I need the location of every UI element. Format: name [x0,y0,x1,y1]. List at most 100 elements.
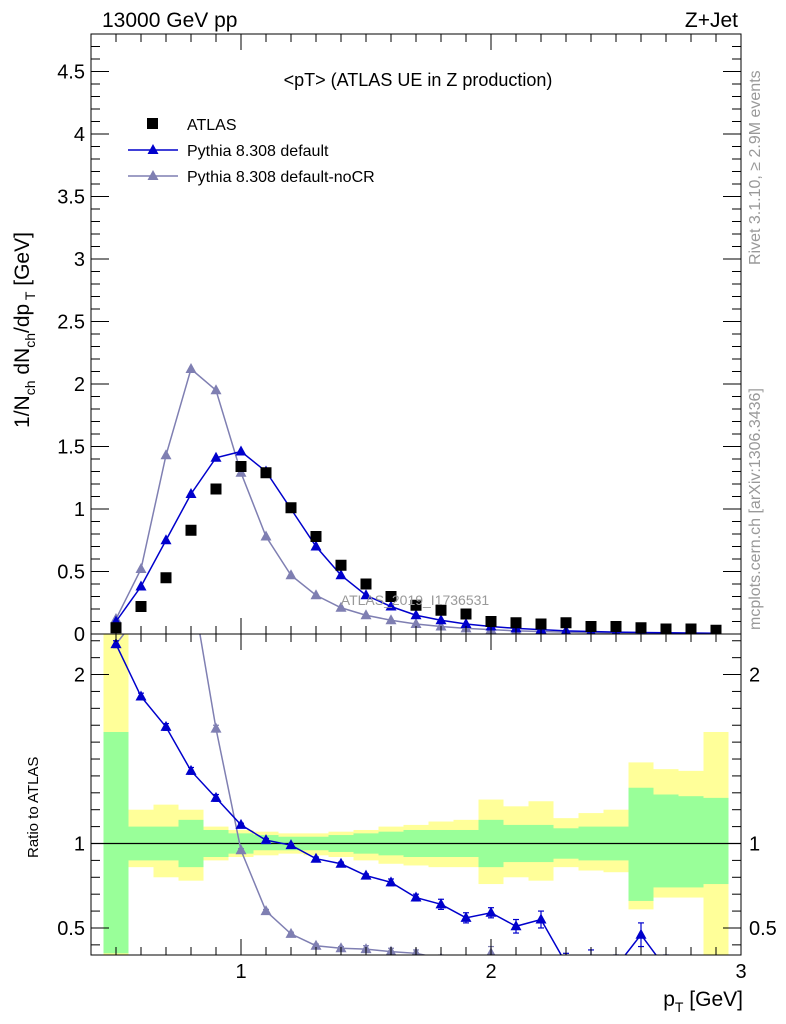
point-nocr [435,620,447,631]
top-panel-axes: 0 0.5 1 1.5 2 2.5 3 3.5 4 4.5 [57,33,742,646]
ratio-point-nocr [186,576,197,586]
rivet-label: Rivet 3.1.10, ≥ 2.9M events [747,70,764,265]
ratio-point-default [686,973,697,983]
y-tick-label: 3 [74,249,85,271]
x-tick-label: 3 [735,961,746,983]
ratio-point-default [185,764,197,775]
ratio-point-nocr [636,979,647,989]
point-default [185,488,197,498]
point-atlas [260,467,272,479]
ratio-y-tick-label: 1 [74,833,85,855]
point-default [160,534,172,545]
point-atlas [185,524,197,536]
point-atlas [410,599,422,611]
ratio-point-default [135,690,147,701]
point-nocr [360,609,372,620]
ratio-point-default [385,876,397,887]
legend-label-atlas: ATLAS [187,117,237,134]
ratio-point-default [460,911,472,922]
point-nocr [160,449,172,460]
legend-label-nocr: Pythia 8.308 default-noCR [187,169,375,186]
ratio-point-default [335,857,347,868]
ratio-point-default [485,906,497,917]
ratio-point-default [661,963,672,973]
ratio-panel-axes: 0.5 0.5 1 1 2 2 1 2 3 [57,633,777,983]
ratio-y-tick-label: 2 [74,665,85,687]
xlabel: pT [GeV] [663,988,743,1015]
legend-marker-default [147,144,159,154]
point-atlas [460,608,472,620]
band-inner [628,787,654,901]
band-inner [103,731,129,954]
ratio-point-default [561,957,572,967]
ratio-point-nocr [310,939,322,950]
y-tick-label: 0.5 [57,562,85,584]
ratio-point-default [611,961,622,971]
point-atlas [435,604,447,616]
ratio-point-default [410,891,422,902]
point-default [385,600,397,611]
point-default [435,614,447,625]
ratio-y-tick-label-right: 1 [749,833,760,855]
header-left: 13000 GeV pp [102,9,237,32]
point-atlas [160,572,172,584]
point-nocr [135,563,147,573]
point-nocr [410,618,422,628]
point-atlas [335,559,347,571]
point-nocr [285,569,297,580]
point-atlas [135,601,147,612]
ratio-ylabel: Ratio to ATLAS [25,757,42,858]
ratio-point-default [510,920,522,931]
ratio-point-nocr [285,927,297,938]
ratio-point-default [586,956,597,966]
ratio-point-default [260,834,272,845]
y-tick-label: 2.5 [57,312,85,334]
ratio-point-nocr [161,483,172,493]
ratio-point-default [110,638,122,649]
ratio-y-tick-label-right: 0.5 [749,918,777,940]
x-tick-label: 1 [235,961,246,983]
ratio-point-nocr [611,978,622,988]
ratio-point-default [235,818,247,829]
ratio-point-nocr [210,722,222,733]
plot-title-text: <pT> (ATLAS UE in Z production) [284,70,553,90]
y-tick-label: 4 [74,124,85,146]
point-nocr [335,601,347,612]
ratio-point-default [711,976,722,986]
ratio-point-nocr [561,978,572,988]
ratio-line-nocr [115,634,497,955]
y-tick-label: 1.5 [57,437,85,459]
ratio-y-tick-label: 0.5 [57,918,85,940]
legend-marker-atlas [147,118,158,129]
ratio-point-default [210,791,222,802]
x-tick-label: 2 [485,961,496,983]
ratio-point-default [435,898,447,909]
legend-marker-nocr [147,170,159,180]
ratio-y-tick-label-right: 2 [749,665,760,687]
point-atlas [235,461,247,472]
ratio-point-nocr [235,844,247,855]
mcplots-label: mcplots.cern.ch [arXiv:1306.3436] [747,388,764,630]
top-ylabel: 1/Nch dNch/dp T [GeV] [11,232,38,428]
band-inner [653,794,679,888]
point-default [335,569,347,580]
point-nocr [185,363,197,373]
point-nocr [385,614,397,625]
point-atlas [385,591,397,602]
band-inner [703,797,729,885]
y-tick-label: 4.5 [57,62,85,84]
ratio-point-nocr [260,905,272,916]
point-default [310,540,322,551]
point-nocr [210,384,222,395]
point-atlas [510,617,522,629]
point-default [410,609,422,620]
point-atlas [210,483,222,495]
ratio-point-default [285,839,297,850]
ratio-point-nocr [461,959,472,969]
ratio-point-default [635,928,647,939]
y-tick-label: 2 [74,374,85,396]
point-atlas [310,531,322,542]
legend: ATLAS Pythia 8.308 default Pythia 8.308 … [128,117,375,186]
ratio-point-nocr [511,959,522,969]
ratio-point-default [310,852,322,863]
